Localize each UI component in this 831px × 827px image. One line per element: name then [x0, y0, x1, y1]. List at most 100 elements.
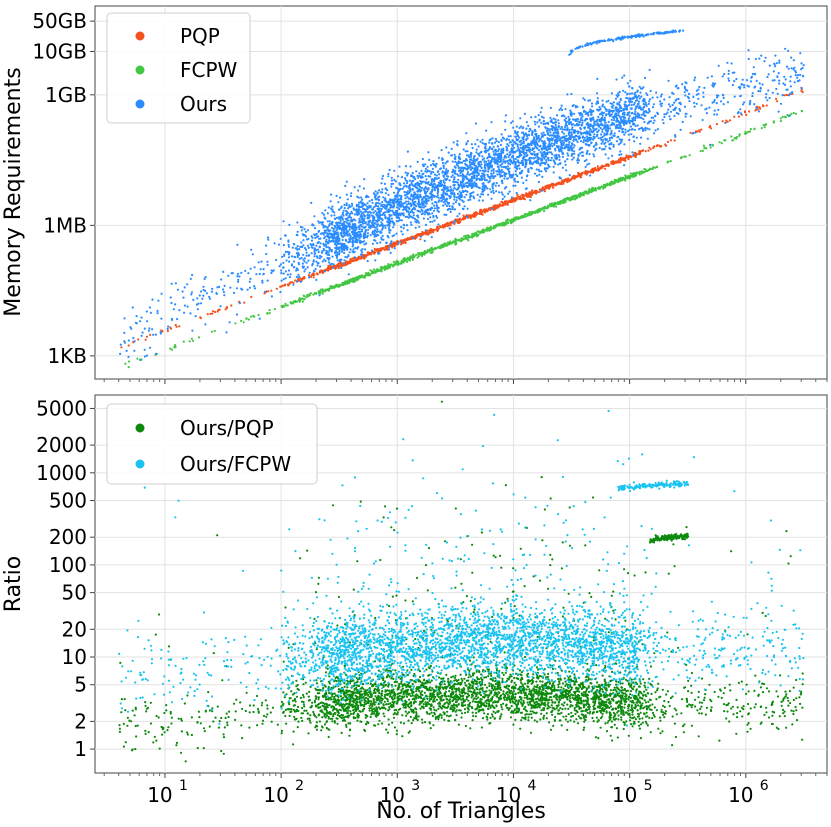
data-point — [501, 163, 504, 166]
data-point — [547, 204, 550, 207]
data-point — [498, 204, 501, 207]
data-point — [699, 150, 702, 153]
data-point — [561, 155, 565, 158]
data-point — [409, 202, 412, 205]
data-point — [351, 280, 354, 283]
data-point — [572, 197, 575, 200]
data-point — [628, 138, 631, 141]
data-point — [406, 260, 409, 263]
data-point — [623, 143, 626, 146]
data-point — [665, 144, 668, 147]
data-point — [679, 157, 683, 160]
data-point — [525, 127, 528, 130]
data-point — [688, 100, 691, 103]
data-point — [431, 251, 434, 254]
data-point — [431, 194, 434, 197]
data-point — [291, 255, 294, 258]
data-point — [537, 210, 540, 213]
data-point — [408, 237, 411, 240]
data-point — [267, 290, 270, 293]
data-point — [329, 200, 332, 203]
data-point — [753, 103, 756, 106]
data-point — [719, 100, 723, 103]
data-point — [726, 101, 730, 104]
data-point — [511, 219, 514, 222]
data-point — [444, 186, 447, 189]
data-point — [308, 293, 311, 296]
data-point — [534, 191, 537, 194]
data-point — [486, 173, 489, 176]
data-point — [215, 292, 218, 295]
data-point — [529, 199, 532, 202]
data-point — [584, 191, 587, 194]
data-point — [548, 202, 552, 206]
data-point — [296, 280, 299, 283]
data-point — [403, 191, 406, 194]
data-point — [261, 279, 264, 282]
data-point — [550, 125, 553, 128]
data-point — [614, 112, 618, 115]
data-point — [747, 57, 750, 61]
data-point — [576, 117, 579, 121]
data-point — [318, 245, 321, 248]
data-point — [313, 227, 317, 230]
data-point — [515, 198, 518, 202]
data-point — [561, 139, 564, 142]
data-point — [267, 238, 270, 241]
data-point — [471, 162, 474, 165]
data-point — [411, 171, 414, 175]
data-point — [465, 142, 468, 145]
data-point — [585, 172, 588, 175]
data-point — [313, 270, 316, 273]
data-point — [487, 168, 490, 171]
data-point — [673, 101, 676, 104]
data-point — [302, 258, 305, 261]
data-point — [433, 219, 436, 222]
data-point — [597, 187, 600, 190]
data-point — [259, 268, 262, 271]
data-point — [315, 272, 318, 275]
data-point — [683, 91, 686, 94]
data-point — [149, 311, 152, 314]
data-point — [366, 202, 369, 205]
data-point — [225, 306, 229, 310]
data-point — [577, 153, 580, 156]
data-point — [792, 111, 795, 115]
data-point — [786, 113, 789, 117]
data-point — [409, 165, 412, 168]
data-point — [310, 246, 313, 249]
data-point — [249, 267, 252, 270]
data-point — [287, 253, 290, 256]
data-point — [778, 59, 781, 62]
data-point — [375, 223, 378, 226]
data-point — [689, 115, 692, 118]
data-point — [599, 186, 602, 189]
data-point — [283, 253, 286, 256]
data-point — [390, 176, 393, 179]
data-point — [525, 138, 528, 142]
data-point — [424, 175, 427, 178]
data-point — [174, 303, 177, 306]
data-point — [420, 208, 423, 211]
data-point — [533, 142, 536, 146]
data-point — [282, 220, 285, 223]
data-point — [643, 76, 647, 79]
data-point — [497, 141, 500, 144]
data-point — [544, 122, 547, 125]
data-point — [629, 156, 632, 159]
data-point — [488, 155, 491, 158]
data-point — [140, 316, 143, 319]
data-point — [346, 262, 349, 266]
data-point — [365, 272, 368, 275]
data-point — [312, 293, 315, 296]
data-point — [335, 221, 338, 224]
data-point — [360, 196, 363, 199]
data-point — [292, 242, 295, 246]
data-point — [369, 251, 372, 254]
data-point — [722, 103, 725, 106]
data-point — [361, 275, 364, 278]
data-point — [593, 188, 596, 191]
data-point — [406, 229, 409, 232]
data-point — [166, 329, 169, 333]
data-point — [646, 137, 649, 140]
